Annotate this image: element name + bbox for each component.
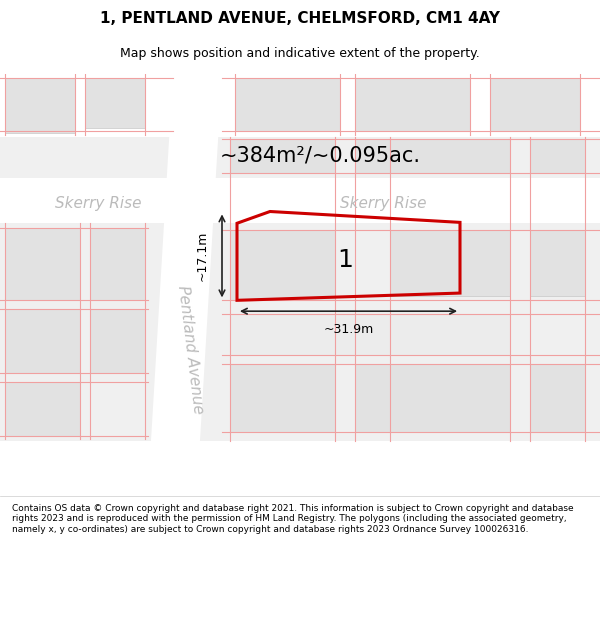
Polygon shape: [5, 228, 80, 300]
Polygon shape: [85, 78, 145, 128]
Polygon shape: [530, 229, 585, 296]
Polygon shape: [0, 178, 600, 223]
Polygon shape: [355, 364, 510, 432]
Polygon shape: [355, 78, 470, 131]
Polygon shape: [390, 229, 510, 296]
Polygon shape: [5, 382, 80, 436]
Polygon shape: [5, 78, 75, 132]
Polygon shape: [490, 78, 580, 131]
Text: Skerry Rise: Skerry Rise: [340, 196, 427, 211]
Polygon shape: [230, 229, 335, 300]
Polygon shape: [148, 74, 222, 491]
Text: 1, PENTLAND AVENUE, CHELMSFORD, CM1 4AY: 1, PENTLAND AVENUE, CHELMSFORD, CM1 4AY: [100, 11, 500, 26]
Polygon shape: [90, 228, 145, 300]
Polygon shape: [530, 139, 585, 173]
Text: ~384m²/~0.095ac.: ~384m²/~0.095ac.: [220, 145, 421, 165]
Polygon shape: [0, 74, 600, 137]
Text: Map shows position and indicative extent of the property.: Map shows position and indicative extent…: [120, 47, 480, 59]
Text: Pentland Avenue: Pentland Avenue: [175, 285, 205, 415]
Polygon shape: [230, 139, 335, 173]
Text: ~31.9m: ~31.9m: [323, 322, 374, 336]
Text: Contains OS data © Crown copyright and database right 2021. This information is : Contains OS data © Crown copyright and d…: [12, 504, 574, 534]
Text: ~17.1m: ~17.1m: [196, 231, 209, 281]
Polygon shape: [530, 364, 585, 432]
Polygon shape: [0, 441, 600, 491]
Text: 1: 1: [337, 248, 353, 271]
Polygon shape: [90, 309, 145, 372]
Polygon shape: [230, 314, 510, 355]
Polygon shape: [5, 309, 80, 372]
Polygon shape: [355, 139, 510, 173]
Polygon shape: [230, 364, 335, 432]
Polygon shape: [235, 78, 340, 131]
Text: Skerry Rise: Skerry Rise: [55, 196, 142, 211]
